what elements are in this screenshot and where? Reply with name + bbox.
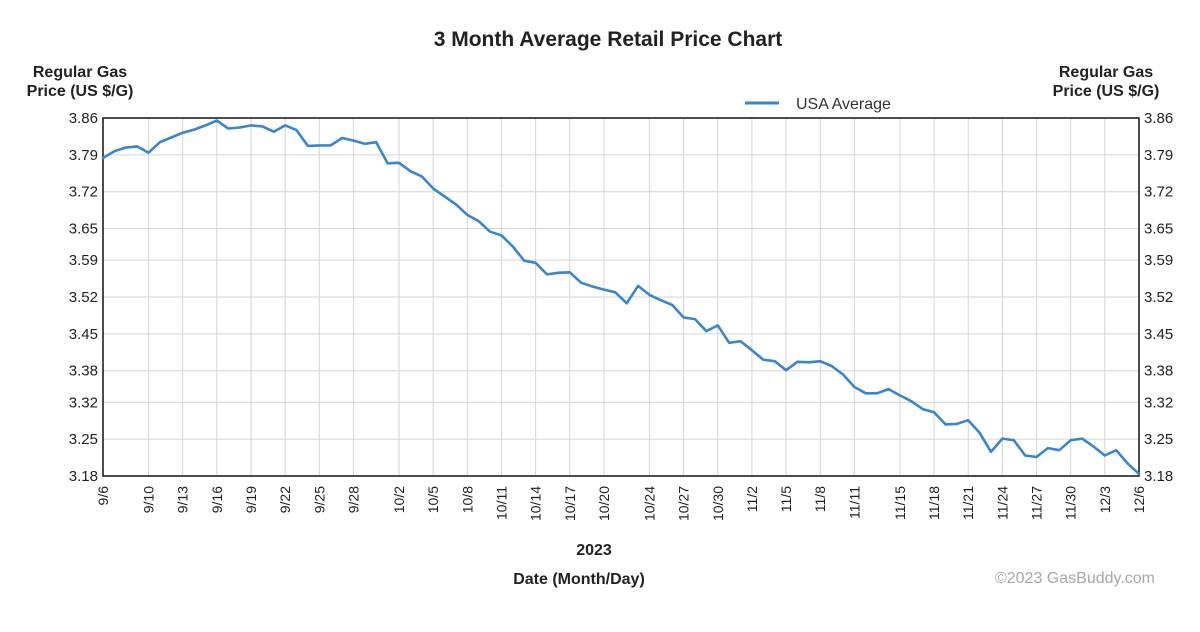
y-tick-label-right: 3.86: [1144, 110, 1173, 127]
y-tick-label-left: 3.65: [69, 221, 98, 238]
y-tick-label-right: 3.45: [1144, 326, 1173, 343]
x-tick-label: 11/15: [892, 486, 908, 520]
x-tick-label: 10/27: [676, 486, 692, 521]
y-tick-label-left: 3.52: [69, 289, 98, 306]
y-tick-label-right: 3.25: [1144, 431, 1173, 448]
x-tick-label: 9/28: [345, 486, 361, 513]
y-tick-label-left: 3.45: [69, 326, 98, 343]
plot-area-frame: [102, 117, 1140, 477]
x-tick-label: 10/5: [425, 486, 441, 513]
x-tick-label: 11/18: [926, 486, 942, 520]
x-tick-label: 11/8: [812, 486, 828, 512]
y-tick-label-right: 3.38: [1144, 363, 1173, 380]
x-tick-label: 9/19: [243, 486, 259, 513]
y-tick-label-left: 3.86: [69, 110, 98, 127]
x-tick-label: 12/3: [1097, 486, 1113, 513]
x-tick-label: 10/24: [641, 486, 657, 521]
y-tick-label-right: 3.59: [1144, 252, 1173, 269]
y-tick-label-right: 3.32: [1144, 394, 1173, 411]
x-tick-label: 11/24: [994, 486, 1010, 520]
series-line-usa-average: [101, 119, 1141, 476]
x-tick-label: 10/14: [528, 486, 544, 521]
x-tick-label: 10/8: [459, 486, 475, 513]
legend-label-usa-average: USA Average: [796, 96, 891, 113]
y-tick-labels-right: 3.86 3.79 3.72 3.65 3.59 3.52 3.45 3.38 3.32 3.25…: [1144, 110, 1173, 485]
x-tick-label: 9/6: [95, 486, 111, 506]
y-axis-label-left-line2: Price (US $/G): [27, 83, 134, 100]
chart-title: 3 Month Average Retail Price Chart: [434, 28, 783, 51]
y-tick-label-right: 3.72: [1144, 184, 1173, 201]
y-tick-label-right: 3.52: [1144, 289, 1173, 306]
legend: USA Average: [745, 96, 891, 113]
x-tick-label: 11/11: [846, 486, 862, 519]
y-axis-label-right-line1: Regular Gas: [1059, 64, 1153, 81]
y-tick-label-right: 3.65: [1144, 221, 1173, 238]
y-tick-labels-left: 3.86 3.79 3.72 3.65 3.59 3.52 3.45 3.38 3.32 3.25…: [69, 110, 98, 485]
x-tick-label: 11/2: [744, 486, 760, 512]
x-tick-label: 10/2: [391, 486, 407, 513]
series-layer: [101, 119, 1141, 476]
x-tick-label: 9/25: [311, 486, 327, 513]
x-tick-labels: 9/6 9/10 9/13 9/16 9/19 9/22 9/25 9/28 10/2 10/5 1…: [95, 486, 1147, 521]
x-tick-label: 9/13: [175, 486, 191, 513]
y-tick-label-left: 3.79: [69, 147, 98, 164]
y-axis-label-left-line1: Regular Gas: [33, 64, 127, 81]
x-tick-label: 11/5: [778, 486, 794, 512]
x-tick-label: 10/20: [596, 486, 612, 521]
y-tick-label-left: 3.18: [69, 468, 98, 485]
x-tick-label: 9/10: [141, 486, 157, 513]
x-axis-label: Date (Month/Day): [513, 571, 645, 588]
y-tick-label-left: 3.59: [69, 252, 98, 269]
x-tick-label: 10/30: [710, 486, 726, 521]
x-tick-label: 11/27: [1029, 486, 1045, 520]
y-tick-label-left: 3.32: [69, 394, 98, 411]
copyright-watermark: ©2023 GasBuddy.com: [995, 570, 1155, 587]
x-tick-label: 10/17: [562, 486, 578, 521]
y-tick-label-left: 3.72: [69, 184, 98, 201]
x-tick-label: 11/30: [1063, 486, 1079, 520]
x-axis-year-label: 2023: [576, 542, 612, 559]
x-tick-label: 9/22: [277, 486, 293, 513]
x-tick-label: 11/21: [960, 486, 976, 520]
y-tick-label-left: 3.38: [69, 363, 98, 380]
y-axis-label-right-line2: Price (US $/G): [1053, 83, 1160, 100]
y-tick-label-right: 3.18: [1144, 468, 1173, 485]
x-tick-label: 12/6: [1131, 486, 1147, 513]
x-tick-label: 9/16: [209, 486, 225, 513]
x-tick-label: 10/11: [493, 486, 509, 520]
y-tick-label-right: 3.79: [1144, 147, 1173, 164]
y-tick-label-left: 3.25: [69, 431, 98, 448]
